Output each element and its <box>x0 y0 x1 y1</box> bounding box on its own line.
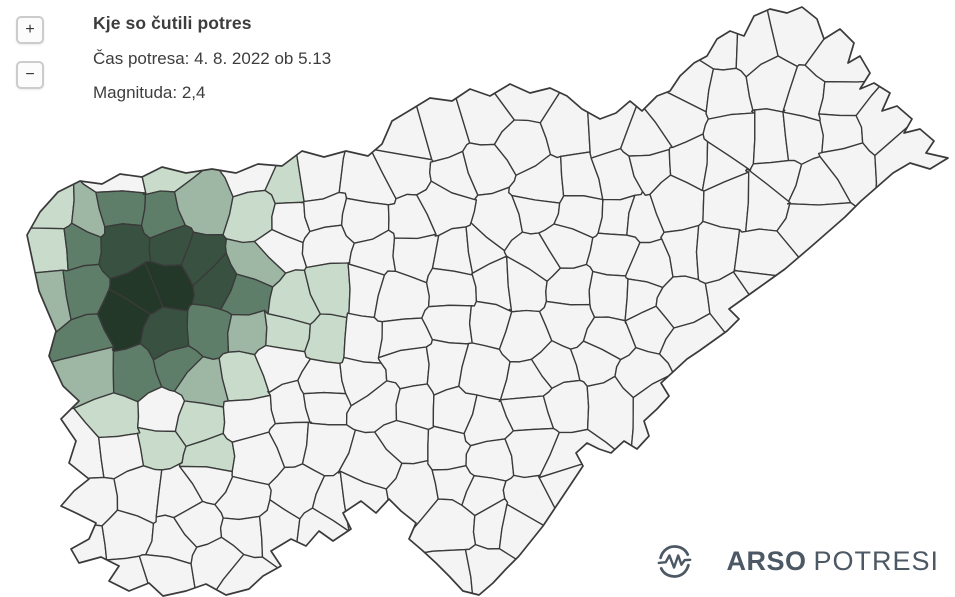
map-header: Kje so čutili potres Čas potresa: 4. 8. … <box>93 13 331 117</box>
municipality-shape[interactable] <box>594 0 715 113</box>
municipality-shape[interactable] <box>704 271 894 511</box>
municipality-shape[interactable] <box>804 0 955 83</box>
municipality-shape[interactable] <box>498 503 623 597</box>
zoom-in-button[interactable]: + <box>16 16 44 44</box>
quake-time-label: Čas potresa: 4. 8. 2022 ob 5.13 <box>93 49 332 68</box>
municipality-shape[interactable] <box>0 516 108 597</box>
municipality-shape[interactable] <box>732 269 955 571</box>
quake-magnitude-label: Magnituda: 2,4 <box>93 83 206 102</box>
brand-potresi: POTRESI <box>813 546 939 576</box>
municipality-shape[interactable] <box>370 548 475 597</box>
zoom-controls: + − <box>16 16 44 89</box>
municipality-shape[interactable] <box>594 0 739 71</box>
municipality-shape[interactable] <box>425 267 478 308</box>
zoom-out-button[interactable]: − <box>16 61 44 89</box>
page-title: Kje so čutili potres <box>93 13 252 33</box>
municipality-shape[interactable] <box>776 201 955 399</box>
municipality-shape[interactable] <box>464 543 586 597</box>
municipality-shape[interactable] <box>343 312 383 364</box>
brand-arso: ARSO <box>726 546 807 576</box>
municipality-shape[interactable] <box>0 476 119 527</box>
municipality-shape[interactable] <box>95 190 147 228</box>
municipality-shape[interactable] <box>658 312 830 462</box>
brand-text: ARSO POTRESI <box>726 546 939 577</box>
municipality-shape[interactable] <box>588 270 629 322</box>
country-border <box>26 6 949 597</box>
municipality-shape[interactable] <box>782 111 824 165</box>
seismogram-circle-icon <box>658 545 692 578</box>
arso-potresi-logo: ARSO POTRESI <box>656 543 939 580</box>
municipality-shape[interactable] <box>302 391 352 426</box>
